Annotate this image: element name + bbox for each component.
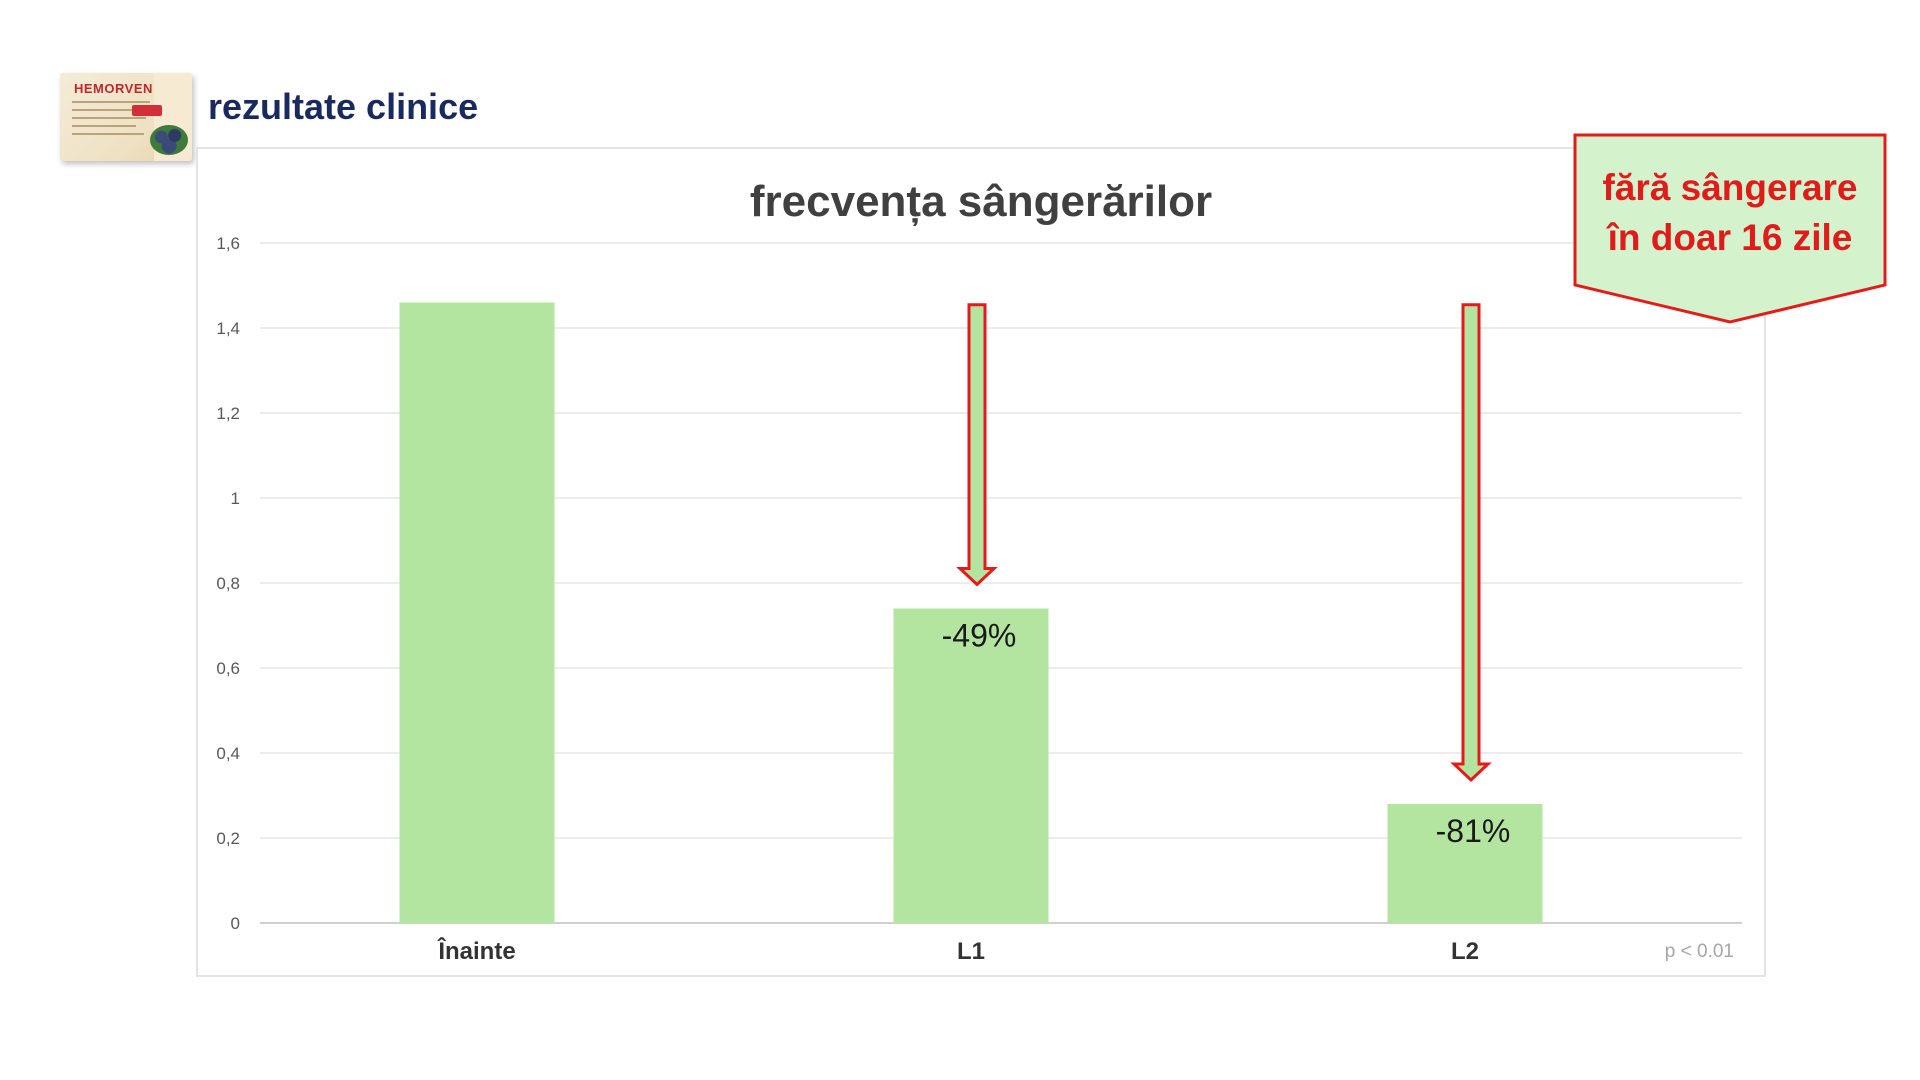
page-title: rezultate clinice <box>208 86 479 127</box>
y-tick-label: 1,2 <box>216 404 240 423</box>
y-tick-label: 1 <box>231 489 240 508</box>
y-tick-label: 0 <box>231 914 240 933</box>
x-tick-label: L2 <box>1451 938 1479 965</box>
y-tick-label: 1,6 <box>216 234 240 253</box>
product-brand: HEMORVEN <box>74 81 153 96</box>
callout-shape <box>1573 133 1887 324</box>
callout-banner: fără sângerare în doar 16 zile <box>1573 133 1887 325</box>
callout-line-2: în doar 16 zile <box>1607 217 1853 258</box>
y-tick-label: 0,2 <box>216 829 240 848</box>
chart-frame: frecvența sângerărilor 0 0,2 0,4 0,6 0,8 1 1,2… <box>196 147 1766 977</box>
down-arrow-icon <box>1450 303 1492 783</box>
x-tick-label: L1 <box>957 938 985 965</box>
berries-icon <box>150 125 188 155</box>
p-value-annotation: p < 0.01 <box>1664 941 1734 962</box>
y-tick-label: 1,4 <box>216 319 240 338</box>
bar-l2 <box>1387 804 1543 923</box>
chart-title: frecvența sângerărilor <box>749 177 1213 226</box>
callout-text: fără sângerare în doar 16 zile <box>1573 163 1887 263</box>
data-label: -81% <box>1436 813 1511 849</box>
y-tick-label: 0,6 <box>216 659 240 678</box>
bar-chart: 0 0,2 0,4 0,6 0,8 1 1,2 1,4 1,6 Înainte L1 -49% L2 -8… <box>216 234 1742 965</box>
x-tick-label: Înainte <box>437 937 515 965</box>
y-tick-label: 0,8 <box>216 574 240 593</box>
bar-l1 <box>893 608 1049 923</box>
product-package-image: HEMORVEN <box>60 73 192 161</box>
data-label: -49% <box>942 618 1017 654</box>
y-tick-label: 0,4 <box>216 744 240 763</box>
down-arrow-icon <box>956 303 998 587</box>
callout-line-1: fără sângerare <box>1602 167 1858 208</box>
bar-înainte <box>399 302 555 923</box>
